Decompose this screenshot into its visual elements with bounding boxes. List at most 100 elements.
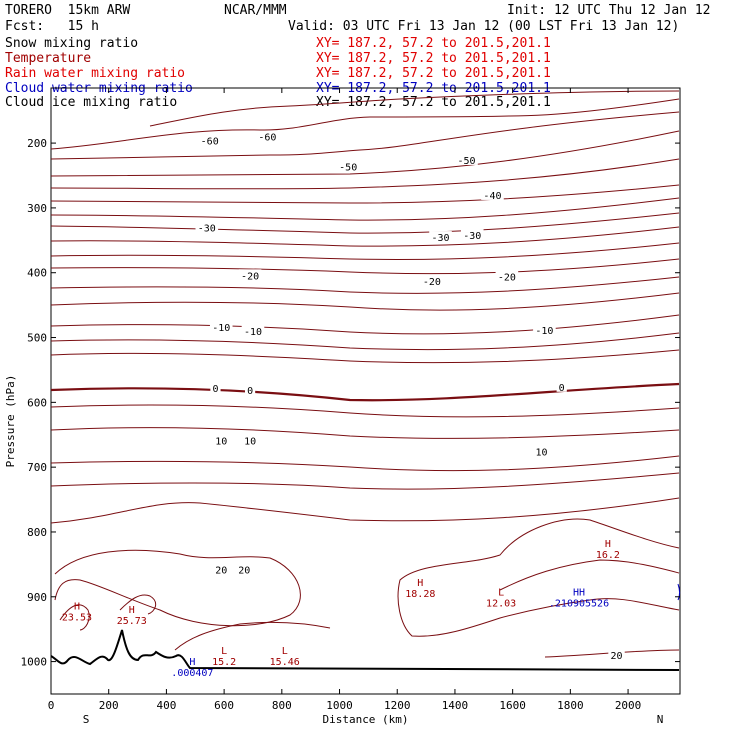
contour-label-bg [608,649,625,661]
isotherm-minus-15 [50,292,680,311]
isotherm-minus-3 [50,349,680,364]
field-xy-temperature: XY= 187.2, 57.2 to 201.5,201.1 [316,51,551,66]
isotherm-plus-15 [50,497,680,524]
y-tick-label: 700 [27,461,47,474]
valid-time: Valid: 03 UTC Fri 13 Jan 12 (00 LST Fri … [288,19,680,34]
extremum-value: .210905526 [549,598,609,609]
x-tick-label: 0 [48,699,55,712]
isotherm-plus-13 [50,472,680,490]
contour-label: -10 [212,323,230,334]
extremum-value: 15.46 [270,657,300,668]
isotherm-minus-20 [50,276,680,294]
isotherm-plus-24-right [119,594,157,615]
extremum-value: 18.28 [405,589,435,600]
contour-label: -20 [423,277,441,288]
extremum-value: 25.73 [117,616,147,627]
contour-label-bg [209,321,233,333]
contour-label: 20 [610,651,622,662]
isotherm-minus-25 [50,242,680,260]
contour-label-bg [236,563,253,575]
field-xy-cloud-ice: XY= 187.2, 57.2 to 201.5,201.1 [316,95,551,110]
contour-label: 0 [247,386,253,397]
contour-label: -30 [431,233,449,244]
isotherm-plus-2 [50,404,680,418]
contour-label-bg [198,134,221,146]
contour-label-bg [244,384,256,396]
y-tick-label: 500 [27,332,47,345]
extremum-marker: H [417,578,423,589]
contour-label-bg [481,188,504,200]
isotherm-minus-33 [50,212,680,234]
isotherm-plus-5 [50,427,680,439]
x-tick-label: 400 [156,699,176,712]
isotherm-minus-40 [50,184,680,204]
x-tick-label: 1000 [326,699,353,712]
x-tick-label: 1400 [442,699,469,712]
contour-label-bg [210,382,221,394]
terrain-right-edge [677,583,680,601]
isotherm-minus-55 [50,111,680,160]
init-time: Init: 12 UTC Thu 12 Jan 12 [507,3,711,18]
contour-label-bg [533,445,550,457]
contour-label: -60 [201,136,219,147]
y-tick-label: 600 [27,396,47,409]
isotherm-plus-24-left [59,604,90,631]
isotherm-plus-22 [499,559,680,591]
field-label-cloud-ice: Cloud ice mixing ratio [5,95,178,110]
extremum-marker: L [498,587,504,598]
contour-label-bg [336,160,360,172]
contour-label: -40 [483,191,501,202]
contour-label: -20 [241,271,259,282]
south-label: S [83,713,90,726]
isotherm-plus-10 [50,455,680,472]
y-tick-label: 800 [27,526,47,539]
contour-label-bg [495,270,519,282]
isotherm-minus-50 [50,130,680,177]
contour-label-bg [455,153,478,165]
extremum-marker: HH [573,587,585,598]
isotherm-minus-30 [50,226,680,247]
extremum-marker: H [189,657,195,668]
x-tick-label: 600 [214,699,234,712]
y-tick-label: 1000 [21,656,48,669]
isotherm-zero [50,382,680,402]
x-tick-label: 200 [99,699,119,712]
field-label-temperature: Temperature [5,51,92,66]
extremum-value: 16.2 [596,550,620,561]
extremum-marker: H [129,605,135,616]
north-label: N [657,713,664,726]
isotherm-plus-18 [174,621,331,651]
isotherm-minus-45 [50,158,680,190]
field-xy-snow: XY= 187.2, 57.2 to 201.5,201.1 [316,36,551,51]
contour-label-bg [533,323,556,335]
x-axis-title: Distance (km) [322,713,408,726]
isotherm-minus-35 [50,197,680,221]
isotherm-minus-10 [50,314,680,335]
y-tick-label: 300 [27,202,47,215]
contour-label: -30 [198,223,216,234]
extremum-value: 15.2 [212,657,236,668]
extremum-value: 12.03 [486,598,516,609]
contour-label: -30 [463,231,481,242]
contour-label: 10 [535,448,547,459]
contour-label-bg [213,434,230,446]
axes: 0 200 400 600 800 1000 1200 1400 1600 1800 2000200… [4,88,680,726]
extremum-marker: L [221,646,227,657]
contour-label: 20 [215,566,227,577]
field-label-snow: Snow mixing ratio [5,36,139,51]
isotherm-plus-20-east [397,518,680,637]
contour-label: -20 [498,273,516,284]
contour-label-bg [241,434,259,446]
contour-label: 10 [244,437,256,448]
contour-label: 10 [215,437,227,448]
isotherm-minus-60 [50,98,680,150]
y-axis-title: Pressure (hPa) [4,375,17,468]
contour-label: -10 [535,326,553,337]
contour-label-bg [256,130,279,142]
contour-label: -10 [244,327,262,338]
extremum-marker: L [282,646,288,657]
contour-label-bg [195,221,219,233]
field-label-rain: Rain water mixing ratio [5,66,186,81]
contour-label-bg [241,325,265,337]
x-tick-label: 1200 [384,699,411,712]
